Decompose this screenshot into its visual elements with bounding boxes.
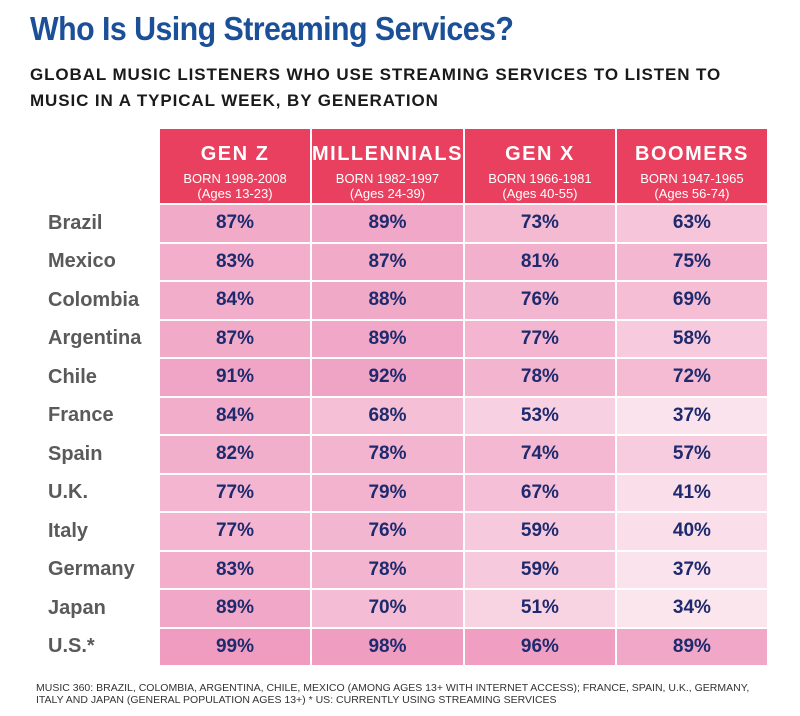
value-cell: 87%	[160, 320, 310, 357]
value-cell: 87%	[160, 205, 310, 242]
value-cell: 58%	[616, 320, 767, 357]
value-cell: 84%	[160, 397, 310, 434]
country-label: Brazil	[38, 205, 158, 242]
value-cell: 73%	[464, 205, 615, 242]
table-row: Germany 83% 78% 59% 37%	[38, 551, 767, 588]
value-cell: 78%	[312, 436, 463, 473]
value-cell: 88%	[312, 282, 463, 319]
column-header-gen-x: GEN X BORN 1966-1981 (Ages 40-55)	[464, 129, 615, 203]
value-cell: 77%	[160, 513, 310, 550]
value-cell: 59%	[464, 513, 615, 550]
column-header-gen-z: GEN Z BORN 1998-2008 (Ages 13-23)	[160, 129, 310, 203]
value-cell: 87%	[312, 243, 463, 280]
value-cell: 84%	[160, 282, 310, 319]
column-name: BOOMERS	[635, 143, 749, 165]
column-ages: (Ages 13-23)	[197, 186, 273, 201]
country-label: U.K.	[38, 474, 158, 511]
value-cell: 77%	[464, 320, 615, 357]
value-cell: 37%	[616, 551, 767, 588]
column-born: BORN 1982-1997	[335, 171, 440, 186]
value-cell: 68%	[312, 397, 463, 434]
value-cell: 82%	[160, 436, 310, 473]
country-label: Germany	[38, 551, 158, 588]
chart-subtitle: GLOBAL MUSIC LISTENERS WHO USE STREAMING…	[30, 65, 722, 110]
value-cell: 89%	[160, 590, 310, 627]
column-header-boomers: BOOMERS BORN 1947-1965 (Ages 56-74)	[616, 129, 767, 203]
column-ages: (Ages 40-55)	[502, 186, 578, 201]
column-name: GEN Z	[200, 143, 270, 165]
value-cell: 37%	[616, 397, 767, 434]
column-ages: (Ages 24-39)	[349, 186, 426, 201]
table-row: Spain 82% 78% 74% 57%	[38, 436, 767, 473]
value-cell: 79%	[312, 474, 463, 511]
value-cell: 78%	[312, 551, 463, 588]
value-cell: 89%	[312, 320, 463, 357]
value-cell: 51%	[464, 590, 615, 627]
value-cell: 70%	[312, 590, 463, 627]
column-header-millennials: MILLENNIALS BORN 1982-1997 (Ages 24-39)	[312, 129, 463, 203]
value-cell: 81%	[464, 243, 615, 280]
corner-cell	[38, 129, 158, 203]
value-cell: 83%	[160, 243, 310, 280]
value-cell: 41%	[616, 474, 767, 511]
country-label: Mexico	[38, 243, 158, 280]
country-label: Japan	[38, 590, 158, 627]
value-cell: 76%	[464, 282, 615, 319]
column-name: GEN X	[505, 143, 575, 165]
value-cell: 34%	[616, 590, 767, 627]
table-row: U.S.* 99% 98% 96% 89%	[38, 628, 767, 665]
country-label: France	[38, 397, 158, 434]
value-cell: 89%	[312, 205, 463, 242]
footnote: MUSIC 360: BRAZIL, COLOMBIA, ARGENTINA, …	[36, 682, 750, 706]
table-row: Chile 91% 92% 78% 72%	[38, 359, 767, 396]
value-cell: 99%	[160, 628, 310, 665]
value-cell: 83%	[160, 551, 310, 588]
value-cell: 92%	[312, 359, 463, 396]
header-row: GEN Z BORN 1998-2008 (Ages 13-23) MILLEN…	[38, 129, 767, 203]
country-label: Chile	[38, 359, 158, 396]
value-cell: 98%	[312, 628, 463, 665]
column-born: BORN 1966-1981	[488, 171, 592, 186]
column-ages: (Ages 56-74)	[654, 186, 730, 201]
table-row: Japan 89% 70% 51% 34%	[38, 590, 767, 627]
value-cell: 40%	[616, 513, 767, 550]
value-cell: 59%	[464, 551, 615, 588]
value-cell: 91%	[160, 359, 310, 396]
country-label: U.S.*	[38, 628, 158, 665]
streaming-table: GEN Z BORN 1998-2008 (Ages 13-23) MILLEN…	[36, 127, 769, 667]
table-row: Brazil 87% 89% 73% 63%	[38, 205, 767, 242]
value-cell: 75%	[616, 243, 767, 280]
value-cell: 77%	[160, 474, 310, 511]
value-cell: 78%	[464, 359, 615, 396]
value-cell: 72%	[616, 359, 767, 396]
value-cell: 69%	[616, 282, 767, 319]
table-row: Argentina 87% 89% 77% 58%	[38, 320, 767, 357]
table-row: Colombia 84% 88% 76% 69%	[38, 282, 767, 319]
country-label: Spain	[38, 436, 158, 473]
country-label: Argentina	[38, 320, 158, 357]
table-row: Mexico 83% 87% 81% 75%	[38, 243, 767, 280]
value-cell: 96%	[464, 628, 615, 665]
value-cell: 63%	[616, 205, 767, 242]
value-cell: 67%	[464, 474, 615, 511]
table-row: U.K. 77% 79% 67% 41%	[38, 474, 767, 511]
table-row: France 84% 68% 53% 37%	[38, 397, 767, 434]
column-name: MILLENNIALS	[312, 143, 463, 165]
value-cell: 76%	[312, 513, 463, 550]
table-body: Brazil 87% 89% 73% 63% Mexico 83% 87% 81% 75% Colo…	[38, 205, 767, 665]
column-born: BORN 1998-2008	[183, 171, 287, 186]
country-label: Italy	[38, 513, 158, 550]
value-cell: 74%	[464, 436, 615, 473]
table-row: Italy 77% 76% 59% 40%	[38, 513, 767, 550]
value-cell: 57%	[616, 436, 767, 473]
chart-title: Who Is Using Streaming Services?	[30, 10, 514, 47]
column-born: BORN 1947-1965	[640, 171, 744, 186]
value-cell: 89%	[616, 628, 767, 665]
country-label: Colombia	[38, 282, 158, 319]
value-cell: 53%	[464, 397, 615, 434]
